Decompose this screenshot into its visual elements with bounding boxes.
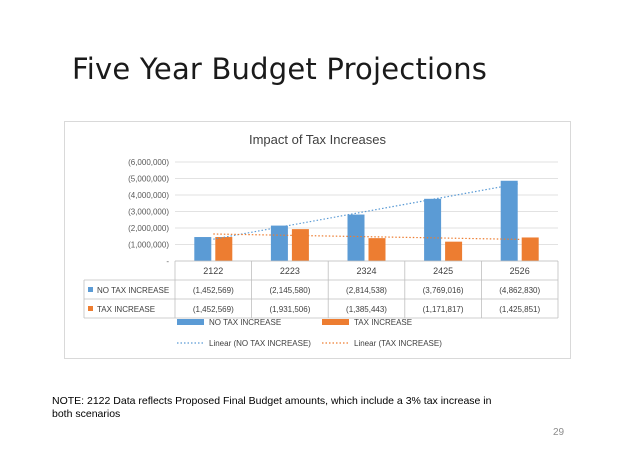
x-tick-label: 2526: [510, 266, 530, 276]
bar-tax-increase: [215, 237, 233, 261]
y-tick-label: (2,000,000): [128, 224, 169, 233]
bar-tax-increase: [291, 229, 309, 261]
bar-no-tax-increase: [424, 198, 442, 261]
bar-no-tax-increase: [270, 225, 288, 261]
table-cell: (1,425,851): [499, 305, 540, 314]
chart-plot: (6,000,000) (5,000,000) (4,000,000) (3,000,…: [83, 158, 559, 348]
table-cell: (2,814,538): [346, 286, 387, 295]
bar-no-tax-increase: [347, 214, 365, 261]
x-tick-label: 2425: [433, 266, 453, 276]
x-tick-label: 2324: [356, 266, 376, 276]
table-cell: (1,385,443): [346, 305, 387, 314]
slide-title: Five Year Budget Projections: [72, 52, 488, 86]
bar-tax-increase: [521, 237, 539, 261]
table-cell: (2,145,580): [269, 286, 310, 295]
row-label: TAX INCREASE: [97, 305, 155, 314]
y-tick-label: (5,000,000): [128, 175, 169, 184]
legend-swatch-no-tax-increase: [177, 319, 204, 325]
footnote: NOTE: 2122 Data reflects Proposed Final …: [52, 395, 492, 420]
x-tick-label: 2223: [280, 266, 300, 276]
table-cell: (4,862,830): [499, 286, 540, 295]
table-cell: (1,452,569): [193, 286, 234, 295]
row-label: NO TAX INCREASE: [97, 286, 169, 295]
chart-title: Impact of Tax Increases: [248, 132, 387, 147]
trendline: [213, 182, 520, 240]
y-tick-label: (1,000,000): [128, 241, 169, 250]
table-cell: (3,769,016): [423, 286, 464, 295]
y-tick-label: (6,000,000): [128, 158, 169, 167]
legend-label: NO TAX INCREASE: [209, 318, 281, 327]
page-number: 29: [553, 427, 565, 438]
legend-swatch-tax-increase: [322, 319, 349, 325]
bar-no-tax-increase: [500, 180, 518, 261]
bar-tax-increase: [368, 238, 386, 261]
table-cell: (1,452,569): [193, 305, 234, 314]
y-tick-label: -: [166, 257, 169, 266]
bar-no-tax-increase: [194, 237, 212, 261]
bar-tax-increase: [445, 241, 463, 261]
legend-label: Linear (NO TAX INCREASE): [209, 339, 311, 348]
chart-container: Impact of Tax Increases (6,000,000) (5,00…: [64, 121, 571, 359]
table-cell: (1,931,506): [269, 305, 310, 314]
y-tick-label: (3,000,000): [128, 208, 169, 217]
legend-label: Linear (TAX INCREASE): [354, 339, 442, 348]
legend-key: [88, 287, 93, 292]
legend-key: [88, 306, 93, 311]
table-cell: (1,171,817): [423, 305, 464, 314]
x-tick-label: 2122: [203, 266, 223, 276]
y-tick-label: (4,000,000): [128, 191, 169, 200]
legend-label: TAX INCREASE: [354, 318, 412, 327]
trendline: [213, 233, 520, 240]
